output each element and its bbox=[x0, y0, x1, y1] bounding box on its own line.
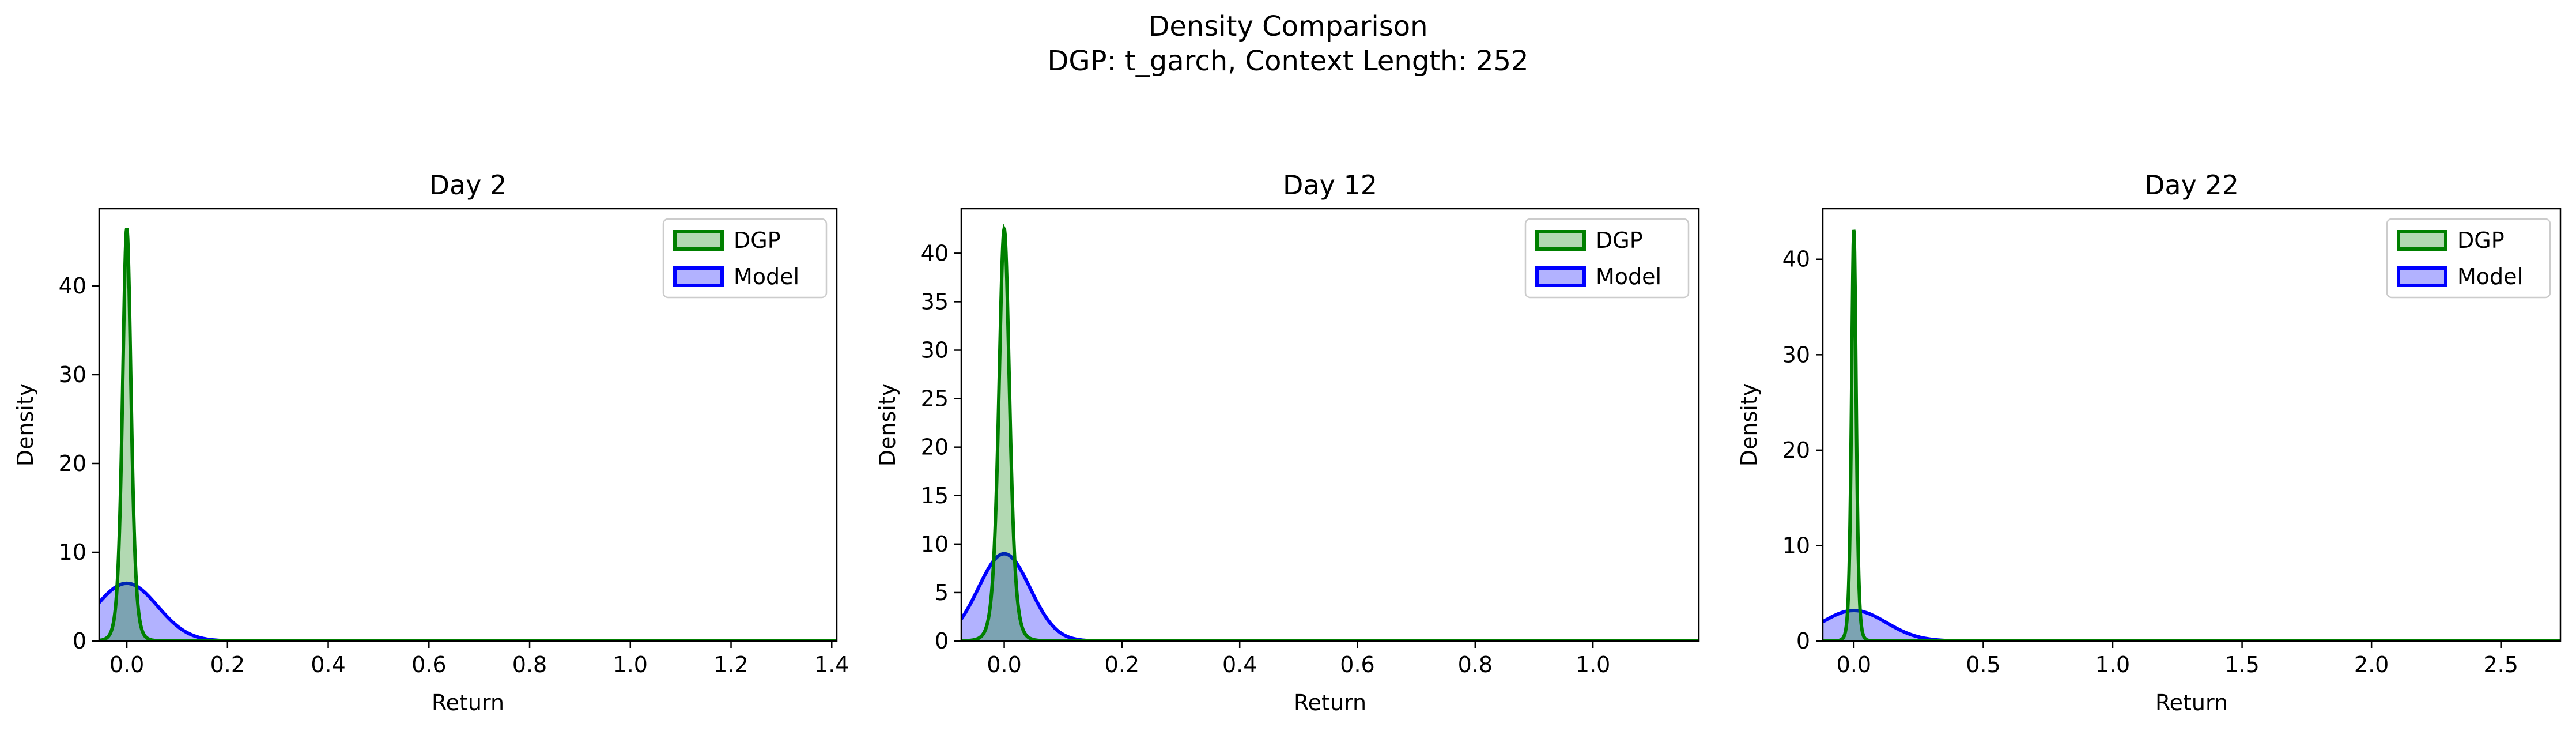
y-tick-label: 30 bbox=[1782, 342, 1810, 367]
y-tick-label: 0 bbox=[935, 628, 949, 654]
axes-frame bbox=[1822, 208, 2562, 642]
legend: DGP Model bbox=[662, 218, 828, 299]
x-axis-label: Return bbox=[1294, 690, 1366, 715]
y-tick-label: 20 bbox=[921, 435, 949, 460]
x-tick-label: 1.0 bbox=[613, 652, 648, 677]
x-tick-label: 0.6 bbox=[411, 652, 446, 677]
legend-label-dgp: DGP bbox=[2457, 228, 2505, 253]
y-tick-label: 0 bbox=[73, 628, 86, 654]
legend-label-dgp: DGP bbox=[734, 228, 781, 253]
x-tick-label: 1.0 bbox=[2095, 652, 2130, 677]
x-tick-label: 0.0 bbox=[109, 652, 144, 677]
series-model-fill bbox=[961, 553, 1699, 641]
series-model-fill bbox=[1823, 610, 2560, 641]
legend-label-model: Model bbox=[1596, 264, 1661, 289]
y-tick-label: 30 bbox=[59, 362, 86, 387]
x-tick-label: 2.5 bbox=[2483, 652, 2518, 677]
legend-patch-dgp bbox=[2397, 230, 2447, 251]
y-tick-label: 5 bbox=[935, 580, 949, 605]
y-tick-label: 10 bbox=[59, 540, 86, 565]
x-tick-label: 0.8 bbox=[512, 652, 547, 677]
legend-label-model: Model bbox=[734, 264, 799, 289]
x-tick-label: 0.4 bbox=[311, 652, 345, 677]
legend-patch-model bbox=[1535, 266, 1586, 287]
series-model-line bbox=[1823, 609, 2560, 641]
y-tick-label: 0 bbox=[1796, 628, 1810, 654]
legend-label-dgp: DGP bbox=[1596, 228, 1643, 253]
legend: DGP Model bbox=[2386, 218, 2551, 299]
y-tick-label: 20 bbox=[1782, 438, 1810, 463]
legend-label-model: Model bbox=[2457, 264, 2523, 289]
figure-title-line1: Density Comparison bbox=[1148, 10, 1427, 43]
subplot-title: Day 2 bbox=[429, 169, 507, 201]
figure-title-line2: DGP: t_garch, Context Length: 252 bbox=[1047, 45, 1528, 77]
legend-patch-model bbox=[673, 266, 724, 287]
y-axis-label: Density bbox=[13, 383, 38, 466]
axes-frame bbox=[960, 208, 1700, 642]
subplot-1: 0.0 0.2 0.4 0.6 0.8 1.0 1.2 1.4 0 10 20 30 40 Day 2 Re… bbox=[13, 169, 849, 715]
x-tick-label: 1.5 bbox=[2224, 652, 2259, 677]
legend-patch-dgp bbox=[1535, 230, 1586, 251]
series-model-fill bbox=[99, 583, 837, 641]
legend: DGP Model bbox=[1524, 218, 1690, 299]
x-tick-label: 2.0 bbox=[2354, 652, 2389, 677]
y-tick-label: 35 bbox=[921, 289, 949, 314]
subplot-title: Day 22 bbox=[2144, 169, 2239, 201]
series-model-line bbox=[961, 552, 1699, 641]
subplot-title: Day 12 bbox=[1283, 169, 1377, 201]
y-tick-label: 10 bbox=[921, 532, 949, 557]
x-axis-label: Return bbox=[2155, 690, 2228, 715]
x-tick-label: 1.0 bbox=[1576, 652, 1610, 677]
subplot-2: 0.0 0.2 0.4 0.6 0.8 1.0 0 5 10 15 20 25 30 35 40 Day 12… bbox=[875, 169, 1700, 715]
y-tick-label: 40 bbox=[921, 240, 949, 266]
x-tick-label: 0.2 bbox=[210, 652, 245, 677]
x-tick-label: 0.0 bbox=[1837, 652, 1871, 677]
subplot-3: 0.0 0.5 1.0 1.5 2.0 2.5 0 10 20 30 40 Day 22 Return D… bbox=[1736, 169, 2562, 715]
legend-patch-model bbox=[2397, 266, 2447, 287]
y-tick-label: 10 bbox=[1782, 533, 1810, 558]
y-tick-label: 20 bbox=[59, 451, 86, 476]
axes-frame bbox=[98, 208, 838, 642]
y-axis-label: Density bbox=[875, 383, 900, 466]
subplots: 0.0 0.2 0.4 0.6 0.8 1.0 1.2 1.4 0 10 20 30 40 Day 2 Re… bbox=[13, 169, 2562, 715]
x-tick-label: 0.4 bbox=[1222, 652, 1257, 677]
y-axis-label: Density bbox=[1736, 383, 1762, 466]
x-tick-label: 0.5 bbox=[1966, 652, 2000, 677]
y-tick-label: 30 bbox=[921, 338, 949, 363]
y-tick-label: 15 bbox=[921, 483, 949, 508]
x-axis-label: Return bbox=[432, 690, 504, 715]
x-tick-label: 0.0 bbox=[987, 652, 1021, 677]
x-tick-label: 1.4 bbox=[814, 652, 849, 677]
x-tick-label: 0.8 bbox=[1458, 652, 1493, 677]
x-tick-label: 0.6 bbox=[1340, 652, 1374, 677]
x-tick-label: 0.2 bbox=[1105, 652, 1139, 677]
x-tick-label: 1.2 bbox=[713, 652, 748, 677]
legend-patch-dgp bbox=[673, 230, 724, 251]
y-tick-label: 40 bbox=[59, 273, 86, 299]
y-tick-label: 40 bbox=[1782, 247, 1810, 272]
series-model-line bbox=[99, 581, 837, 641]
y-tick-label: 25 bbox=[921, 386, 949, 412]
